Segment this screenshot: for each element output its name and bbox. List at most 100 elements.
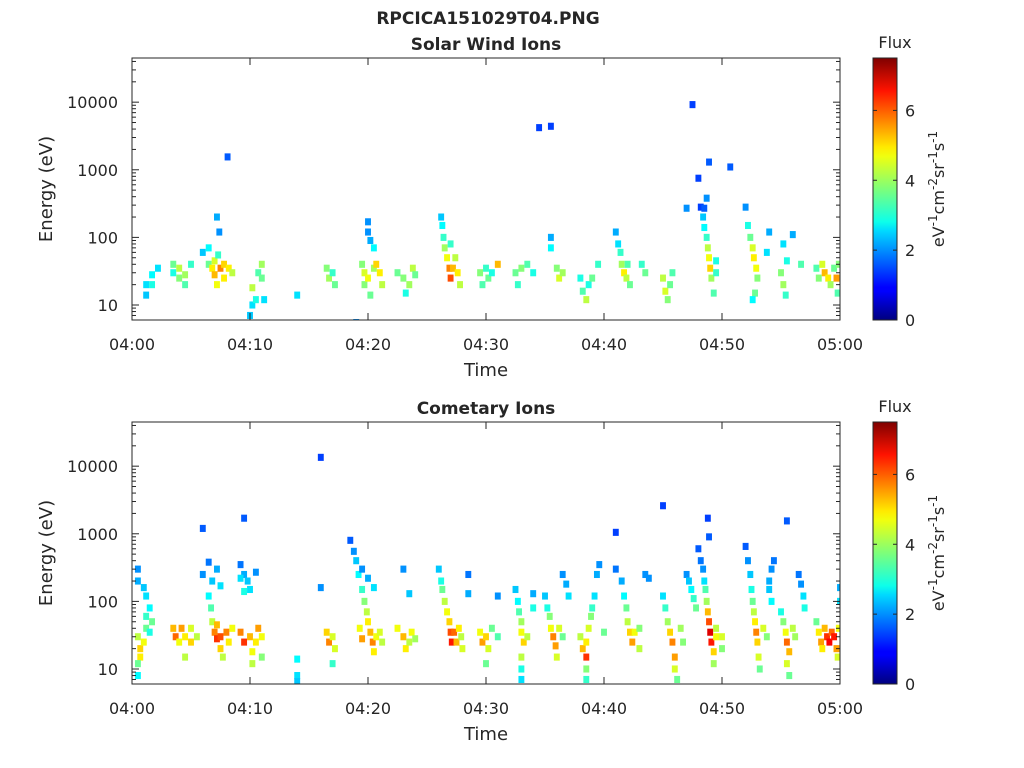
flux-cell — [146, 604, 153, 612]
flux-cell — [332, 645, 338, 653]
flux-cell — [671, 653, 678, 661]
flux-cell — [831, 633, 838, 641]
flux-cell — [370, 648, 377, 656]
flux-cell — [241, 514, 248, 522]
flux-cell — [455, 624, 462, 632]
flux-cell — [512, 269, 519, 277]
flux-cell — [703, 194, 710, 202]
flux-cell — [225, 638, 232, 646]
flux-cell — [211, 271, 218, 279]
panel-title: Cometary Ions — [417, 399, 556, 419]
panel-title: Solar Wind Ions — [411, 35, 562, 55]
flux-cell — [583, 638, 590, 646]
flux-cell — [518, 618, 525, 626]
flux-cell — [780, 240, 787, 248]
flux-cell — [170, 260, 177, 268]
flux-cell — [249, 284, 256, 292]
flux-cell — [782, 291, 789, 299]
flux-cell — [686, 577, 692, 585]
flux-cell — [439, 585, 446, 594]
flux-cell — [225, 264, 232, 272]
flux-cell — [756, 665, 763, 673]
flux-cell — [547, 233, 554, 241]
flux-cell — [813, 264, 820, 272]
flux-cell — [412, 271, 419, 279]
flux-cell — [483, 264, 489, 272]
flux-cell — [780, 281, 787, 289]
flux-cell — [214, 565, 220, 573]
flux-cell — [700, 213, 707, 221]
flux-cell — [719, 633, 725, 641]
flux-cell — [627, 628, 633, 636]
flux-cell — [559, 633, 566, 641]
flux-cell — [479, 281, 486, 289]
flux-cell — [783, 517, 790, 525]
x-tick-label: 04:10 — [227, 699, 273, 718]
x-tick-label: 04:00 — [109, 699, 155, 718]
flux-cell — [768, 597, 775, 605]
flux-cell — [188, 638, 194, 646]
flux-cell — [703, 233, 710, 241]
flux-cell — [749, 244, 756, 252]
flux-cell — [479, 638, 486, 646]
flux-cell — [706, 254, 712, 262]
flux-cell — [367, 628, 374, 636]
flux-cell — [813, 618, 820, 626]
flux-cell — [215, 251, 222, 259]
flux-cell — [752, 289, 758, 297]
flux-cell — [585, 624, 592, 632]
flux-cell — [361, 269, 368, 277]
flux-cell — [214, 621, 220, 629]
colorbar-tick-label: 4 — [905, 535, 915, 554]
flux-cell — [697, 203, 704, 211]
y-tick-label: 10 — [98, 296, 118, 315]
flux-cell — [795, 570, 802, 579]
flux-cell — [695, 545, 702, 553]
flux-cell — [559, 269, 566, 277]
colorbar-tick-label: 2 — [905, 241, 915, 260]
flux-cell — [137, 645, 144, 653]
flux-cell — [255, 624, 262, 632]
x-tick-label: 04:00 — [109, 335, 155, 354]
flux-cell — [365, 228, 371, 236]
flux-cell — [137, 653, 144, 661]
flux-cell — [742, 203, 749, 211]
flux-cell — [710, 648, 717, 656]
flux-cell — [516, 608, 522, 616]
flux-cell — [252, 296, 259, 304]
flux-cell — [662, 604, 669, 612]
flux-cell — [815, 628, 822, 636]
colorbar-unit-label: eV-1cm-2sr-1s-1 — [926, 495, 948, 611]
flux-cell — [400, 565, 407, 573]
flux-cell — [241, 570, 248, 579]
flux-cell — [583, 653, 590, 661]
flux-cell — [359, 635, 366, 643]
flux-cell — [688, 585, 695, 594]
flux-cell — [370, 584, 377, 592]
flux-cell — [518, 665, 525, 673]
flux-cell — [178, 624, 185, 632]
flux-cell — [753, 628, 760, 636]
flux-cell — [706, 533, 712, 541]
flux-cell — [477, 628, 484, 636]
flux-cell — [749, 597, 756, 605]
flux-cell — [376, 269, 383, 277]
flux-cell — [205, 260, 212, 268]
flux-cell — [792, 633, 799, 641]
flux-cell — [750, 254, 757, 262]
x-tick-label: 04:20 — [345, 699, 391, 718]
flux-cell — [365, 574, 371, 582]
y-tick-label: 100 — [87, 228, 118, 247]
flux-cell — [494, 592, 501, 600]
flux-cell — [828, 628, 835, 636]
flux-cell — [552, 642, 559, 650]
flux-cell — [530, 604, 537, 612]
flux-cell — [258, 653, 265, 661]
flux-cell — [530, 590, 537, 598]
flux-cell — [708, 638, 715, 646]
flux-cell — [706, 158, 712, 166]
flux-cell — [669, 269, 676, 277]
colorbar — [873, 58, 897, 320]
flux-cell — [745, 221, 751, 230]
